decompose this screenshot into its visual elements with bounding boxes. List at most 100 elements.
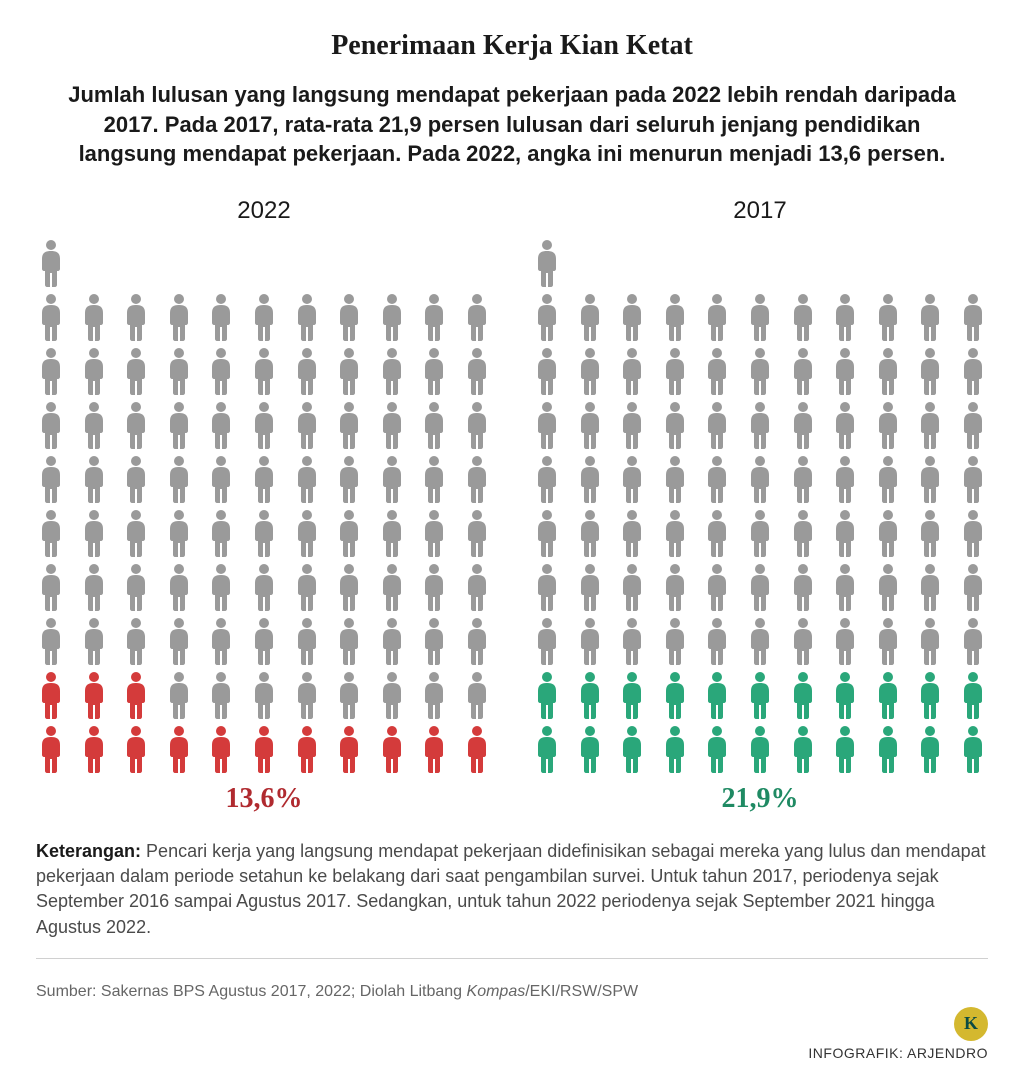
person-icon-wrapper — [617, 401, 647, 449]
person-icon — [660, 401, 690, 449]
person-icon — [377, 293, 407, 341]
person-icon-wrapper — [164, 293, 194, 341]
pictogram-panel-2022: 2022 — [36, 197, 492, 815]
person-icon-wrapper — [745, 347, 775, 395]
person-icon — [292, 617, 322, 665]
person-icon — [164, 563, 194, 611]
person-icon — [873, 455, 903, 503]
source-em: Kompas — [467, 983, 526, 1000]
pictogram-row — [532, 401, 988, 449]
person-icon — [873, 293, 903, 341]
person-icon-wrapper — [745, 401, 775, 449]
person-icon-wrapper — [249, 293, 279, 341]
person-icon-wrapper — [617, 509, 647, 557]
person-icon — [79, 293, 109, 341]
person-icon-wrapper — [873, 455, 903, 503]
person-icon-wrapper — [873, 401, 903, 449]
person-icon — [121, 509, 151, 557]
person-icon — [915, 455, 945, 503]
person-icon — [121, 347, 151, 395]
person-icon-wrapper — [830, 671, 860, 719]
person-icon — [377, 671, 407, 719]
person-icon — [617, 293, 647, 341]
person-icon-wrapper — [873, 671, 903, 719]
person-icon — [617, 455, 647, 503]
person-icon — [79, 509, 109, 557]
person-icon-wrapper — [292, 671, 322, 719]
person-icon-wrapper — [532, 563, 562, 611]
person-icon-wrapper — [958, 671, 988, 719]
person-icon — [915, 401, 945, 449]
person-icon — [915, 293, 945, 341]
person-icon — [745, 563, 775, 611]
person-icon-wrapper — [702, 455, 732, 503]
person-icon-wrapper — [79, 725, 109, 773]
person-icon-wrapper — [334, 293, 364, 341]
person-icon — [702, 455, 732, 503]
person-icon — [164, 617, 194, 665]
person-icon-wrapper — [575, 509, 605, 557]
person-icon-wrapper — [745, 671, 775, 719]
person-icon-wrapper — [36, 617, 66, 665]
person-icon-wrapper — [334, 455, 364, 503]
person-icon-wrapper — [660, 671, 690, 719]
person-icon — [79, 455, 109, 503]
pictogram-row — [532, 617, 988, 665]
person-icon — [292, 455, 322, 503]
person-icon — [334, 509, 364, 557]
person-icon-wrapper — [575, 293, 605, 341]
person-icon-wrapper — [206, 293, 236, 341]
person-icon — [334, 293, 364, 341]
person-icon-wrapper — [788, 509, 818, 557]
person-icon-wrapper — [334, 563, 364, 611]
person-icon — [660, 671, 690, 719]
person-icon-wrapper — [745, 617, 775, 665]
person-icon-wrapper — [575, 563, 605, 611]
person-icon — [532, 725, 562, 773]
person-icon — [575, 293, 605, 341]
pictogram-grid — [36, 239, 492, 773]
pictogram-row — [36, 401, 492, 449]
person-icon — [958, 455, 988, 503]
person-icon-wrapper — [660, 725, 690, 773]
person-icon — [830, 293, 860, 341]
pictogram-row — [532, 509, 988, 557]
person-icon — [617, 509, 647, 557]
person-icon-wrapper — [206, 347, 236, 395]
person-icon-wrapper — [702, 293, 732, 341]
person-icon — [377, 509, 407, 557]
person-icon-wrapper — [958, 509, 988, 557]
person-icon-wrapper — [617, 455, 647, 503]
person-icon-wrapper — [121, 563, 151, 611]
person-icon-wrapper — [36, 455, 66, 503]
person-icon-wrapper — [745, 455, 775, 503]
person-icon — [377, 455, 407, 503]
person-icon-wrapper — [702, 401, 732, 449]
person-icon — [334, 347, 364, 395]
person-icon — [36, 347, 66, 395]
person-icon-wrapper — [79, 509, 109, 557]
person-icon-wrapper — [660, 563, 690, 611]
person-icon-wrapper — [532, 401, 562, 449]
person-icon — [462, 455, 492, 503]
person-icon — [830, 671, 860, 719]
person-icon — [249, 671, 279, 719]
person-icon — [36, 239, 66, 287]
person-icon-wrapper — [788, 455, 818, 503]
person-icon — [575, 509, 605, 557]
person-icon-wrapper — [702, 347, 732, 395]
person-icon — [419, 347, 449, 395]
person-icon-wrapper — [292, 293, 322, 341]
person-icon-wrapper — [164, 725, 194, 773]
person-icon — [334, 671, 364, 719]
person-icon — [206, 347, 236, 395]
person-icon — [36, 671, 66, 719]
person-icon — [121, 293, 151, 341]
person-icon — [79, 401, 109, 449]
person-icon — [419, 671, 449, 719]
panel-year-label: 2022 — [36, 197, 492, 225]
person-icon-wrapper — [915, 401, 945, 449]
person-icon — [873, 725, 903, 773]
kompas-logo-icon: K — [954, 1007, 988, 1041]
person-icon — [830, 401, 860, 449]
